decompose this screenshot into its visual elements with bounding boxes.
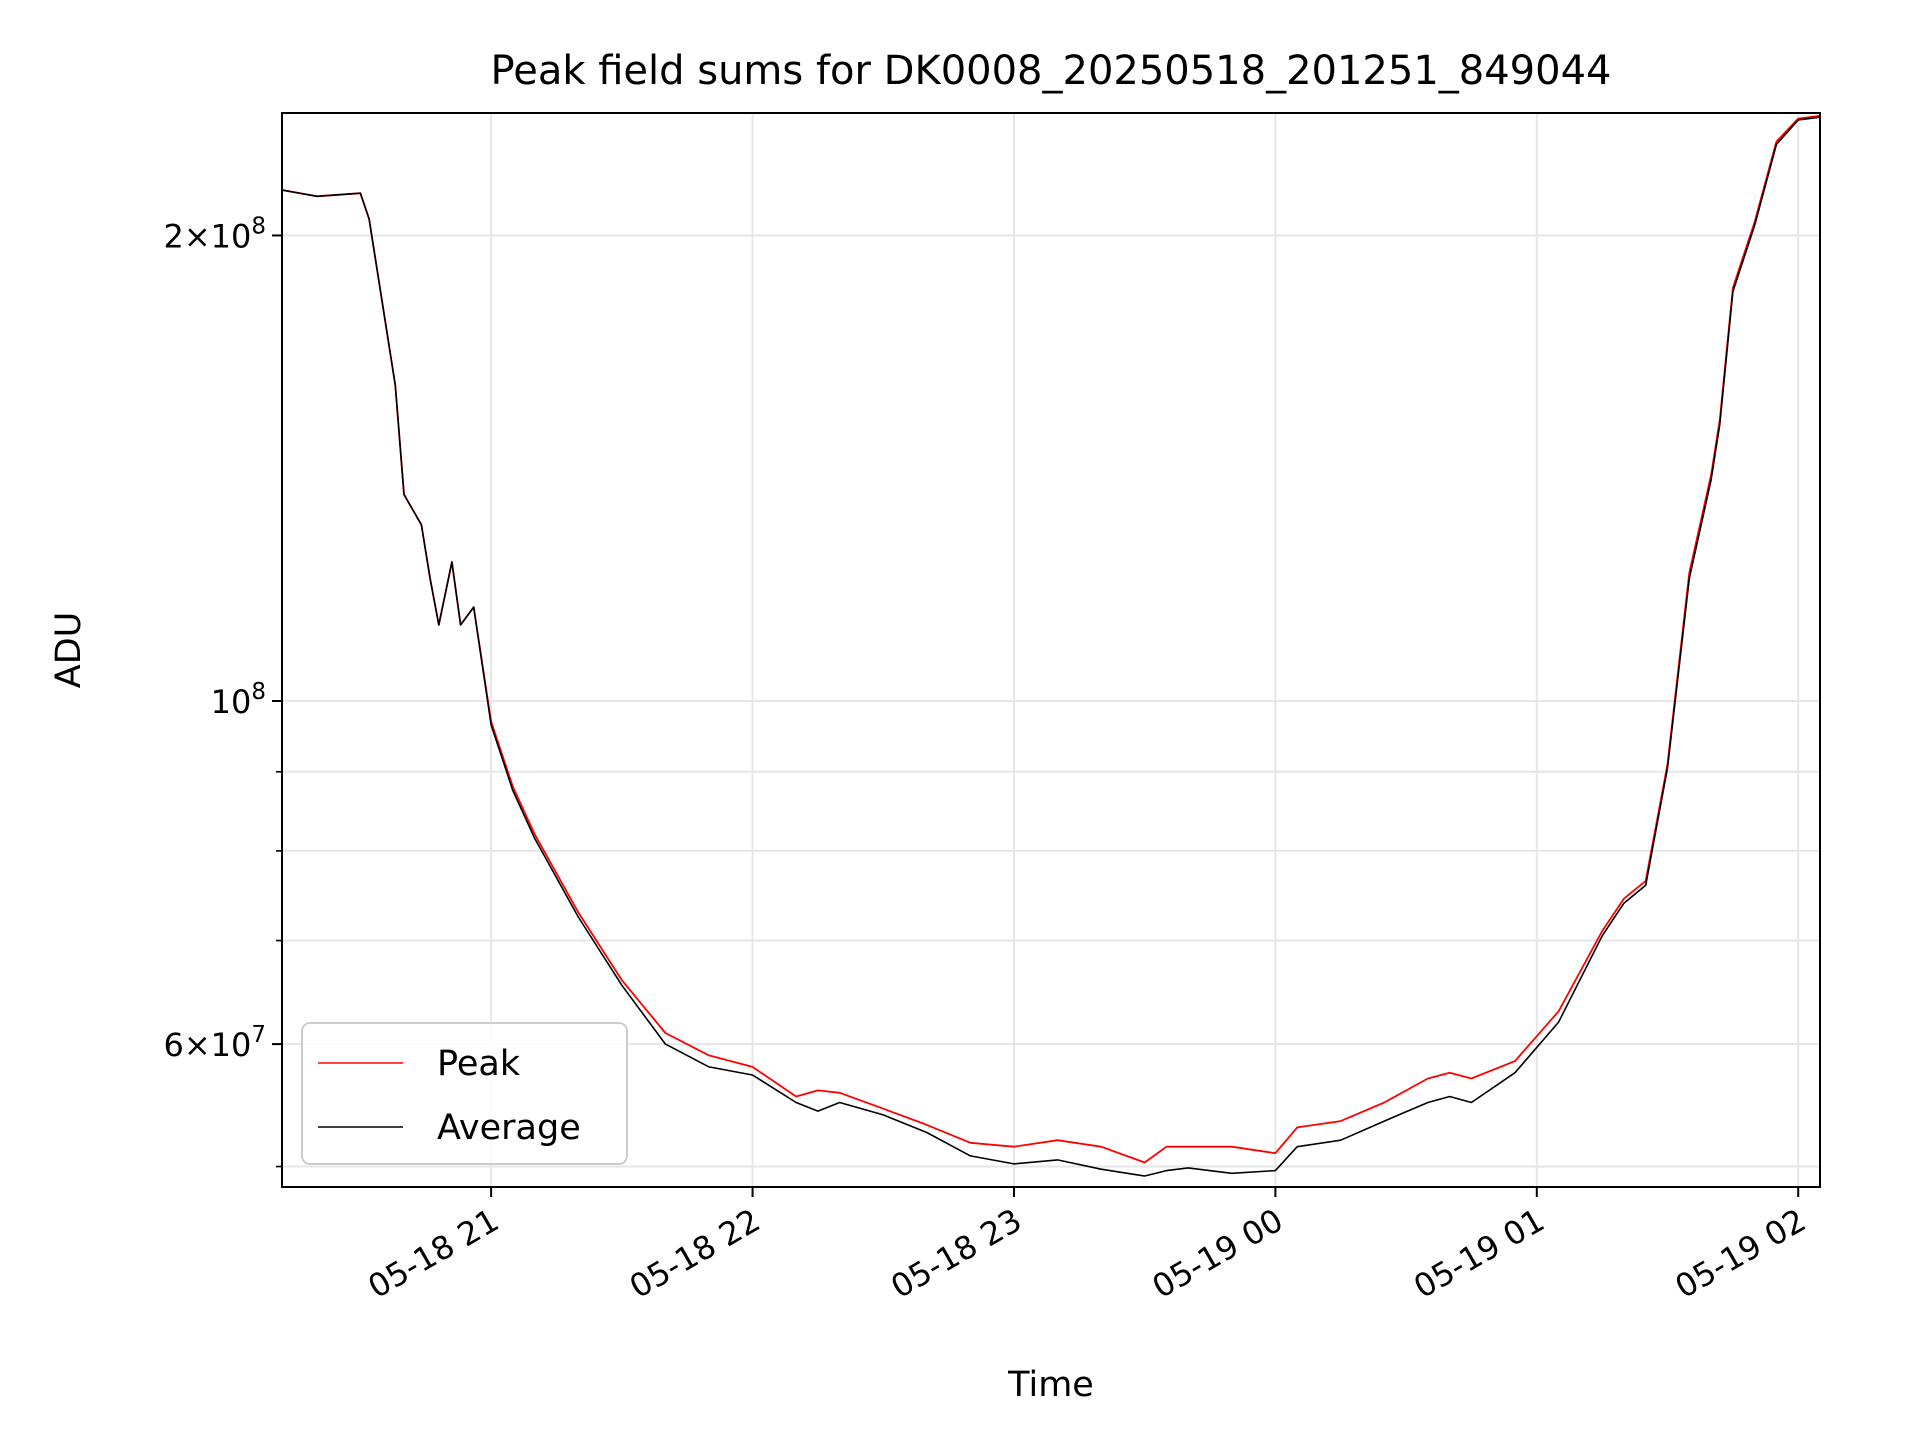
legend-label-average: Average [437, 1108, 581, 1148]
legend-box [301, 1022, 628, 1165]
chart-title: Peak field sums for DK0008_20250518_2012… [491, 48, 1612, 94]
y-tick-label: 6×107 [163, 1022, 266, 1064]
y-axis-label: ADU [49, 612, 89, 689]
series-layer [282, 114, 1820, 1177]
y-tick-label: 2×108 [163, 213, 266, 255]
y-tick-label: 108 [211, 679, 266, 721]
series-line-average [282, 116, 1820, 1177]
grid-lines [282, 113, 1820, 1187]
y-axis-ticks: 2×108 108 6×107 [163, 213, 282, 1168]
plot-frame [281, 112, 1821, 1188]
x-axis-label: Time [1007, 1365, 1094, 1405]
legend-label-peak: Peak [437, 1044, 521, 1084]
legend: Peak Average [301, 1022, 628, 1165]
